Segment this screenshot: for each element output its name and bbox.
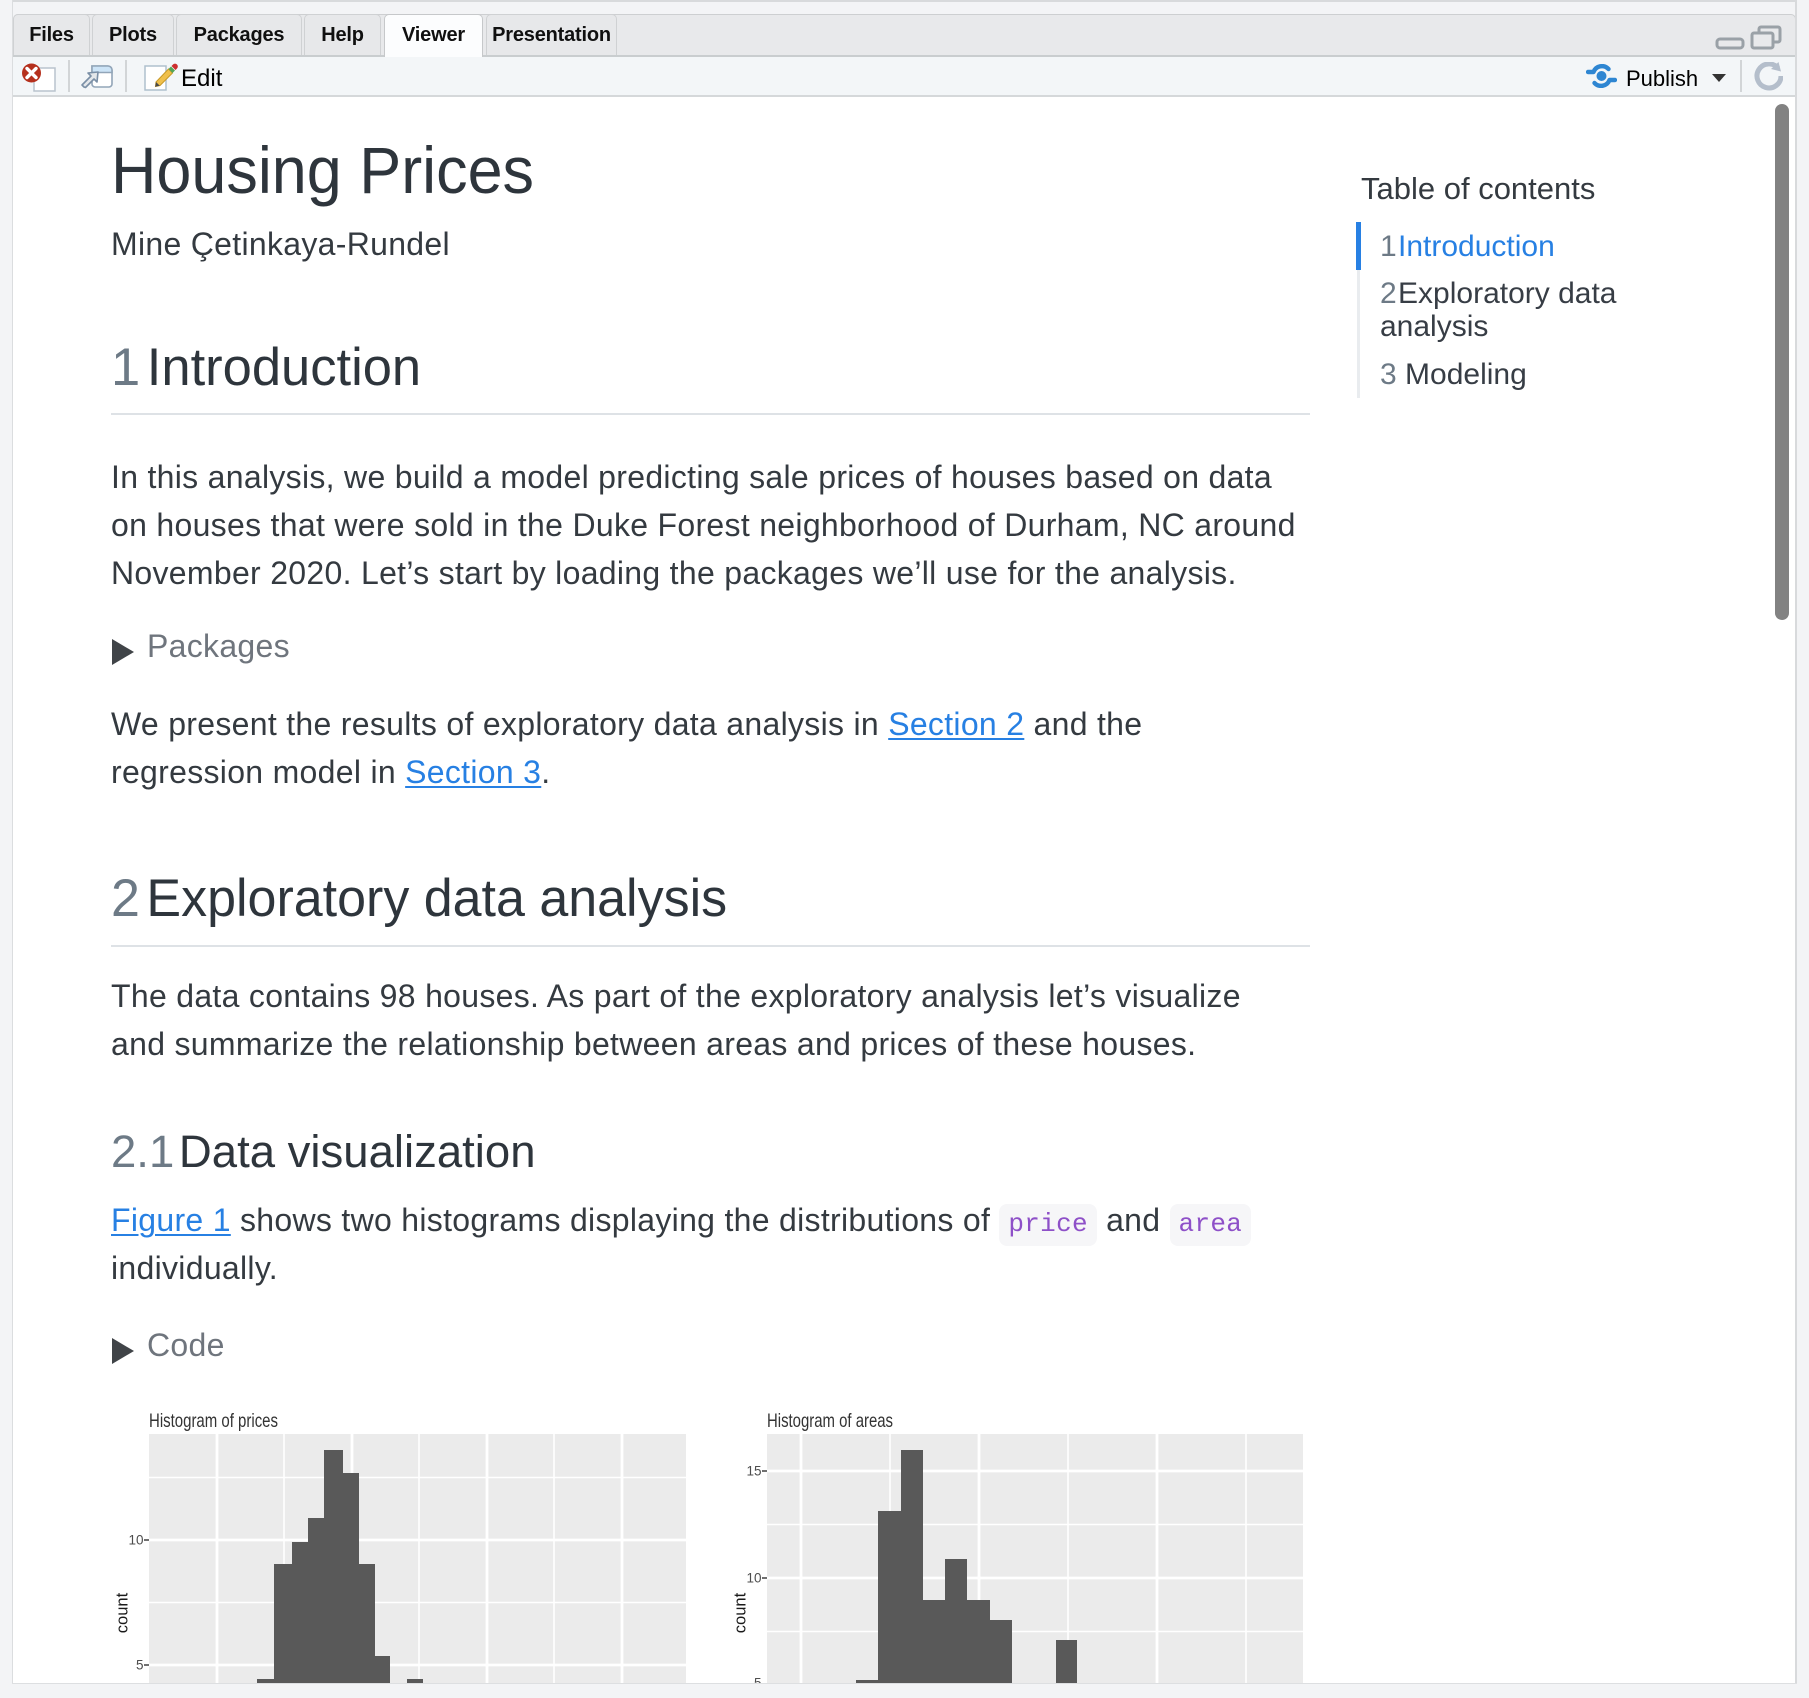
svg-text:Histogram of prices: Histogram of prices	[149, 1410, 278, 1432]
svg-text:count: count	[732, 1592, 750, 1633]
svg-text:15: 15	[746, 1464, 761, 1479]
svg-text:count: count	[114, 1592, 132, 1633]
svg-text:5: 5	[754, 1676, 762, 1684]
svg-text:10: 10	[128, 1533, 143, 1548]
svg-text:Histogram of areas: Histogram of areas	[767, 1410, 893, 1432]
svg-text:5: 5	[136, 1658, 144, 1673]
svg-text:10: 10	[746, 1571, 761, 1586]
